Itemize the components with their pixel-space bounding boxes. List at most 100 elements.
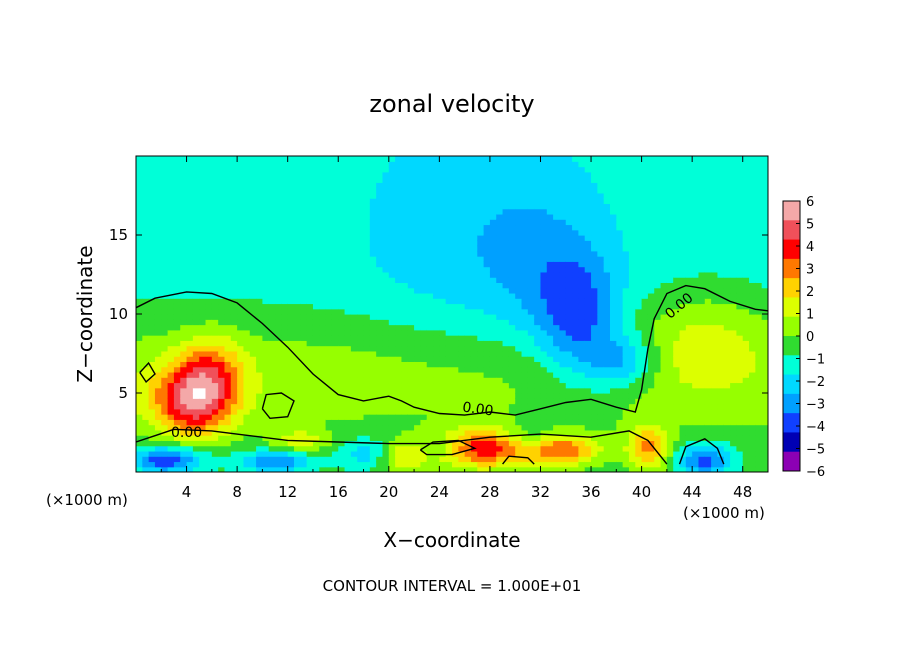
heatmap-cell — [199, 440, 207, 447]
heatmap-cell — [192, 356, 200, 362]
heatmap-cell — [591, 182, 598, 189]
heatmap-cell — [496, 382, 504, 389]
heatmap-cell — [420, 298, 428, 305]
heatmap-cell — [458, 435, 466, 441]
heatmap-cell — [641, 308, 649, 315]
heatmap-cell — [319, 382, 327, 389]
heatmap-cell — [357, 329, 365, 336]
heatmap-cell — [420, 424, 428, 431]
heatmap-cell — [401, 424, 409, 431]
heatmap-cell — [205, 166, 213, 173]
heatmap-cell — [382, 208, 390, 215]
heatmap-cell — [154, 382, 162, 389]
heatmap-cell — [584, 203, 592, 210]
heatmap-cell — [420, 187, 428, 194]
heatmap-cell — [622, 314, 630, 320]
heatmap-cell — [464, 450, 472, 457]
heatmap-cell — [483, 377, 491, 384]
heatmap-cell — [287, 261, 295, 268]
heatmap-cell — [401, 403, 409, 410]
heatmap-cell — [230, 350, 238, 357]
heatmap-cell — [306, 235, 314, 241]
heatmap-cell — [452, 319, 459, 326]
heatmap-cell — [439, 345, 447, 352]
heatmap-cell — [205, 329, 213, 336]
heatmap-cell — [407, 266, 415, 273]
heatmap-cell — [199, 350, 207, 357]
heatmap-cell — [180, 335, 188, 341]
heatmap-cell — [218, 319, 226, 326]
heatmap-cell — [458, 166, 466, 173]
heatmap-cell — [363, 466, 371, 472]
heatmap-cell — [616, 424, 624, 431]
heatmap-cell — [496, 424, 504, 431]
heatmap-cell — [148, 219, 156, 226]
heatmap-cell — [483, 161, 491, 168]
heatmap-cell — [414, 256, 421, 262]
heatmap-cell — [306, 308, 314, 315]
heatmap-cell — [344, 403, 352, 410]
heatmap-cell — [553, 292, 561, 299]
heatmap-cell — [635, 192, 643, 199]
heatmap-cell — [439, 171, 447, 178]
heatmap-cell — [496, 356, 504, 362]
heatmap-cell — [338, 266, 346, 273]
heatmap-cell — [584, 371, 592, 378]
heatmap-cell — [211, 314, 219, 320]
heatmap-cell — [546, 371, 554, 378]
heatmap-cell — [142, 408, 150, 415]
heatmap-cell — [224, 171, 232, 178]
heatmap-cell — [237, 356, 245, 362]
heatmap-cell — [414, 192, 421, 199]
heatmap-cell — [230, 177, 238, 183]
heatmap-cell — [477, 419, 485, 426]
heatmap-cell — [635, 356, 643, 362]
heatmap-cell — [515, 324, 523, 331]
heatmap-cell — [312, 319, 320, 326]
heatmap-cell — [414, 250, 421, 257]
heatmap-cell — [306, 219, 314, 226]
heatmap-cell — [559, 440, 567, 447]
heatmap-cell — [319, 461, 327, 468]
heatmap-cell — [464, 377, 472, 384]
heatmap-cell — [591, 261, 598, 268]
heatmap-cell — [224, 156, 232, 162]
heatmap-cell — [591, 466, 598, 472]
heatmap-cell — [294, 303, 301, 310]
heatmap-cell — [300, 182, 308, 189]
heatmap-cell — [211, 287, 219, 294]
heatmap-cell — [312, 203, 320, 210]
heatmap-cell — [224, 182, 232, 189]
heatmap-cell — [331, 450, 339, 457]
heatmap-cell — [306, 387, 314, 394]
heatmap-cell — [388, 335, 396, 341]
heatmap-cell — [635, 461, 643, 468]
heatmap-cell — [553, 161, 561, 168]
heatmap-cell — [591, 350, 598, 357]
heatmap-cell — [344, 398, 352, 405]
heatmap-cell — [319, 161, 327, 168]
heatmap-cell — [154, 466, 162, 472]
heatmap-cell — [211, 419, 219, 426]
heatmap-cell — [546, 419, 554, 426]
heatmap-cell — [527, 277, 535, 283]
heatmap-cell — [401, 361, 409, 368]
heatmap-cell — [635, 208, 643, 215]
heatmap-cell — [502, 450, 510, 457]
heatmap-cell — [218, 240, 226, 247]
heatmap-cell — [281, 377, 289, 384]
heatmap-cell — [445, 261, 453, 268]
heatmap-cell — [363, 187, 371, 194]
heatmap-cell — [622, 377, 630, 384]
heatmap-cell — [173, 424, 181, 431]
heatmap-cell — [420, 314, 428, 320]
heatmap-cell — [192, 456, 200, 463]
heatmap-cell — [414, 340, 421, 347]
heatmap-cell — [199, 408, 207, 415]
heatmap-cell — [572, 382, 579, 389]
heatmap-cell — [211, 298, 219, 305]
heatmap-cell — [186, 256, 194, 262]
heatmap-cell — [312, 166, 320, 173]
heatmap-cell — [350, 393, 358, 399]
heatmap-cell — [464, 261, 472, 268]
